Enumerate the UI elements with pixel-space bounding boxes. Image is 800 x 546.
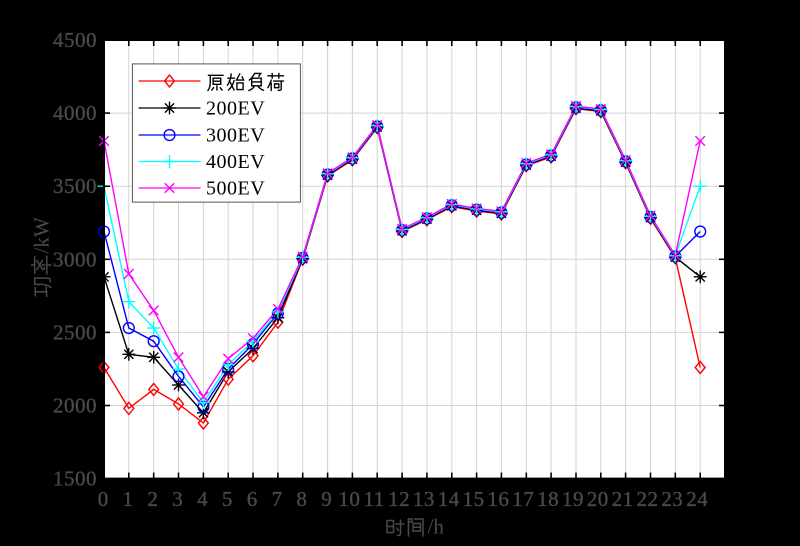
svg-text:400EV: 400EV <box>206 151 265 173</box>
svg-text:20: 20 <box>587 487 609 511</box>
svg-text:300EV: 300EV <box>206 125 265 147</box>
svg-text:6: 6 <box>247 487 258 511</box>
svg-text:11: 11 <box>364 487 385 511</box>
svg-text:14: 14 <box>438 487 460 511</box>
svg-text:4500: 4500 <box>53 28 97 52</box>
svg-text:4000: 4000 <box>53 101 97 125</box>
svg-text:2000: 2000 <box>53 394 97 418</box>
svg-text:23: 23 <box>661 487 683 511</box>
svg-text:0: 0 <box>98 487 109 511</box>
svg-text:21: 21 <box>612 487 634 511</box>
svg-text:12: 12 <box>388 487 410 511</box>
svg-text:1: 1 <box>123 487 134 511</box>
svg-text:/h: /h <box>428 515 445 539</box>
svg-text:13: 13 <box>413 487 435 511</box>
svg-text:19: 19 <box>562 487 584 511</box>
svg-text:17: 17 <box>512 487 534 511</box>
svg-text:2: 2 <box>147 487 158 511</box>
svg-text:24: 24 <box>686 487 708 511</box>
svg-text:5: 5 <box>222 487 233 511</box>
svg-text:/kW: /kW <box>30 217 54 253</box>
svg-text:4: 4 <box>197 487 208 511</box>
svg-text:1500: 1500 <box>53 467 97 491</box>
svg-text:7: 7 <box>272 487 283 511</box>
svg-text:22: 22 <box>637 487 659 511</box>
svg-text:16: 16 <box>487 487 509 511</box>
svg-text:8: 8 <box>296 487 307 511</box>
svg-text:500EV: 500EV <box>206 178 265 200</box>
svg-text:3: 3 <box>172 487 183 511</box>
svg-text:3500: 3500 <box>53 174 97 198</box>
svg-text:9: 9 <box>321 487 332 511</box>
svg-text:18: 18 <box>537 487 559 511</box>
svg-text:200EV: 200EV <box>206 98 265 120</box>
svg-text:10: 10 <box>338 487 360 511</box>
svg-text:3000: 3000 <box>53 247 97 271</box>
svg-text:2500: 2500 <box>53 320 97 344</box>
svg-text:15: 15 <box>463 487 485 511</box>
